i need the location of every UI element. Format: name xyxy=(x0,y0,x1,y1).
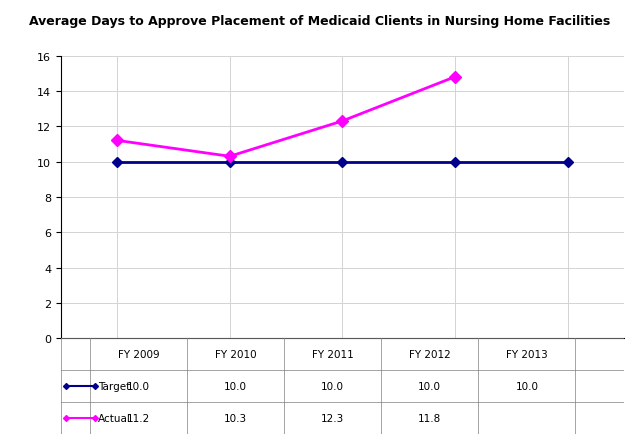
Text: FY 2010: FY 2010 xyxy=(215,349,257,359)
Text: 10.0: 10.0 xyxy=(127,381,150,391)
Text: Actual: Actual xyxy=(98,413,131,423)
Text: 10.0: 10.0 xyxy=(419,381,442,391)
Text: FY 2009: FY 2009 xyxy=(118,349,159,359)
Text: FY 2012: FY 2012 xyxy=(409,349,451,359)
Text: Average Days to Approve Placement of Medicaid Clients in Nursing Home Facilities: Average Days to Approve Placement of Med… xyxy=(29,15,611,28)
Text: FY 2013: FY 2013 xyxy=(506,349,548,359)
Text: 10.0: 10.0 xyxy=(224,381,247,391)
Text: Target: Target xyxy=(98,381,130,391)
Text: FY 2011: FY 2011 xyxy=(312,349,353,359)
Text: 10.0: 10.0 xyxy=(321,381,344,391)
Text: 10.3: 10.3 xyxy=(224,413,247,423)
Text: 12.3: 12.3 xyxy=(321,413,344,423)
Text: 11.8: 11.8 xyxy=(418,413,442,423)
Text: 11.2: 11.2 xyxy=(127,413,150,423)
Text: 10.0: 10.0 xyxy=(515,381,538,391)
